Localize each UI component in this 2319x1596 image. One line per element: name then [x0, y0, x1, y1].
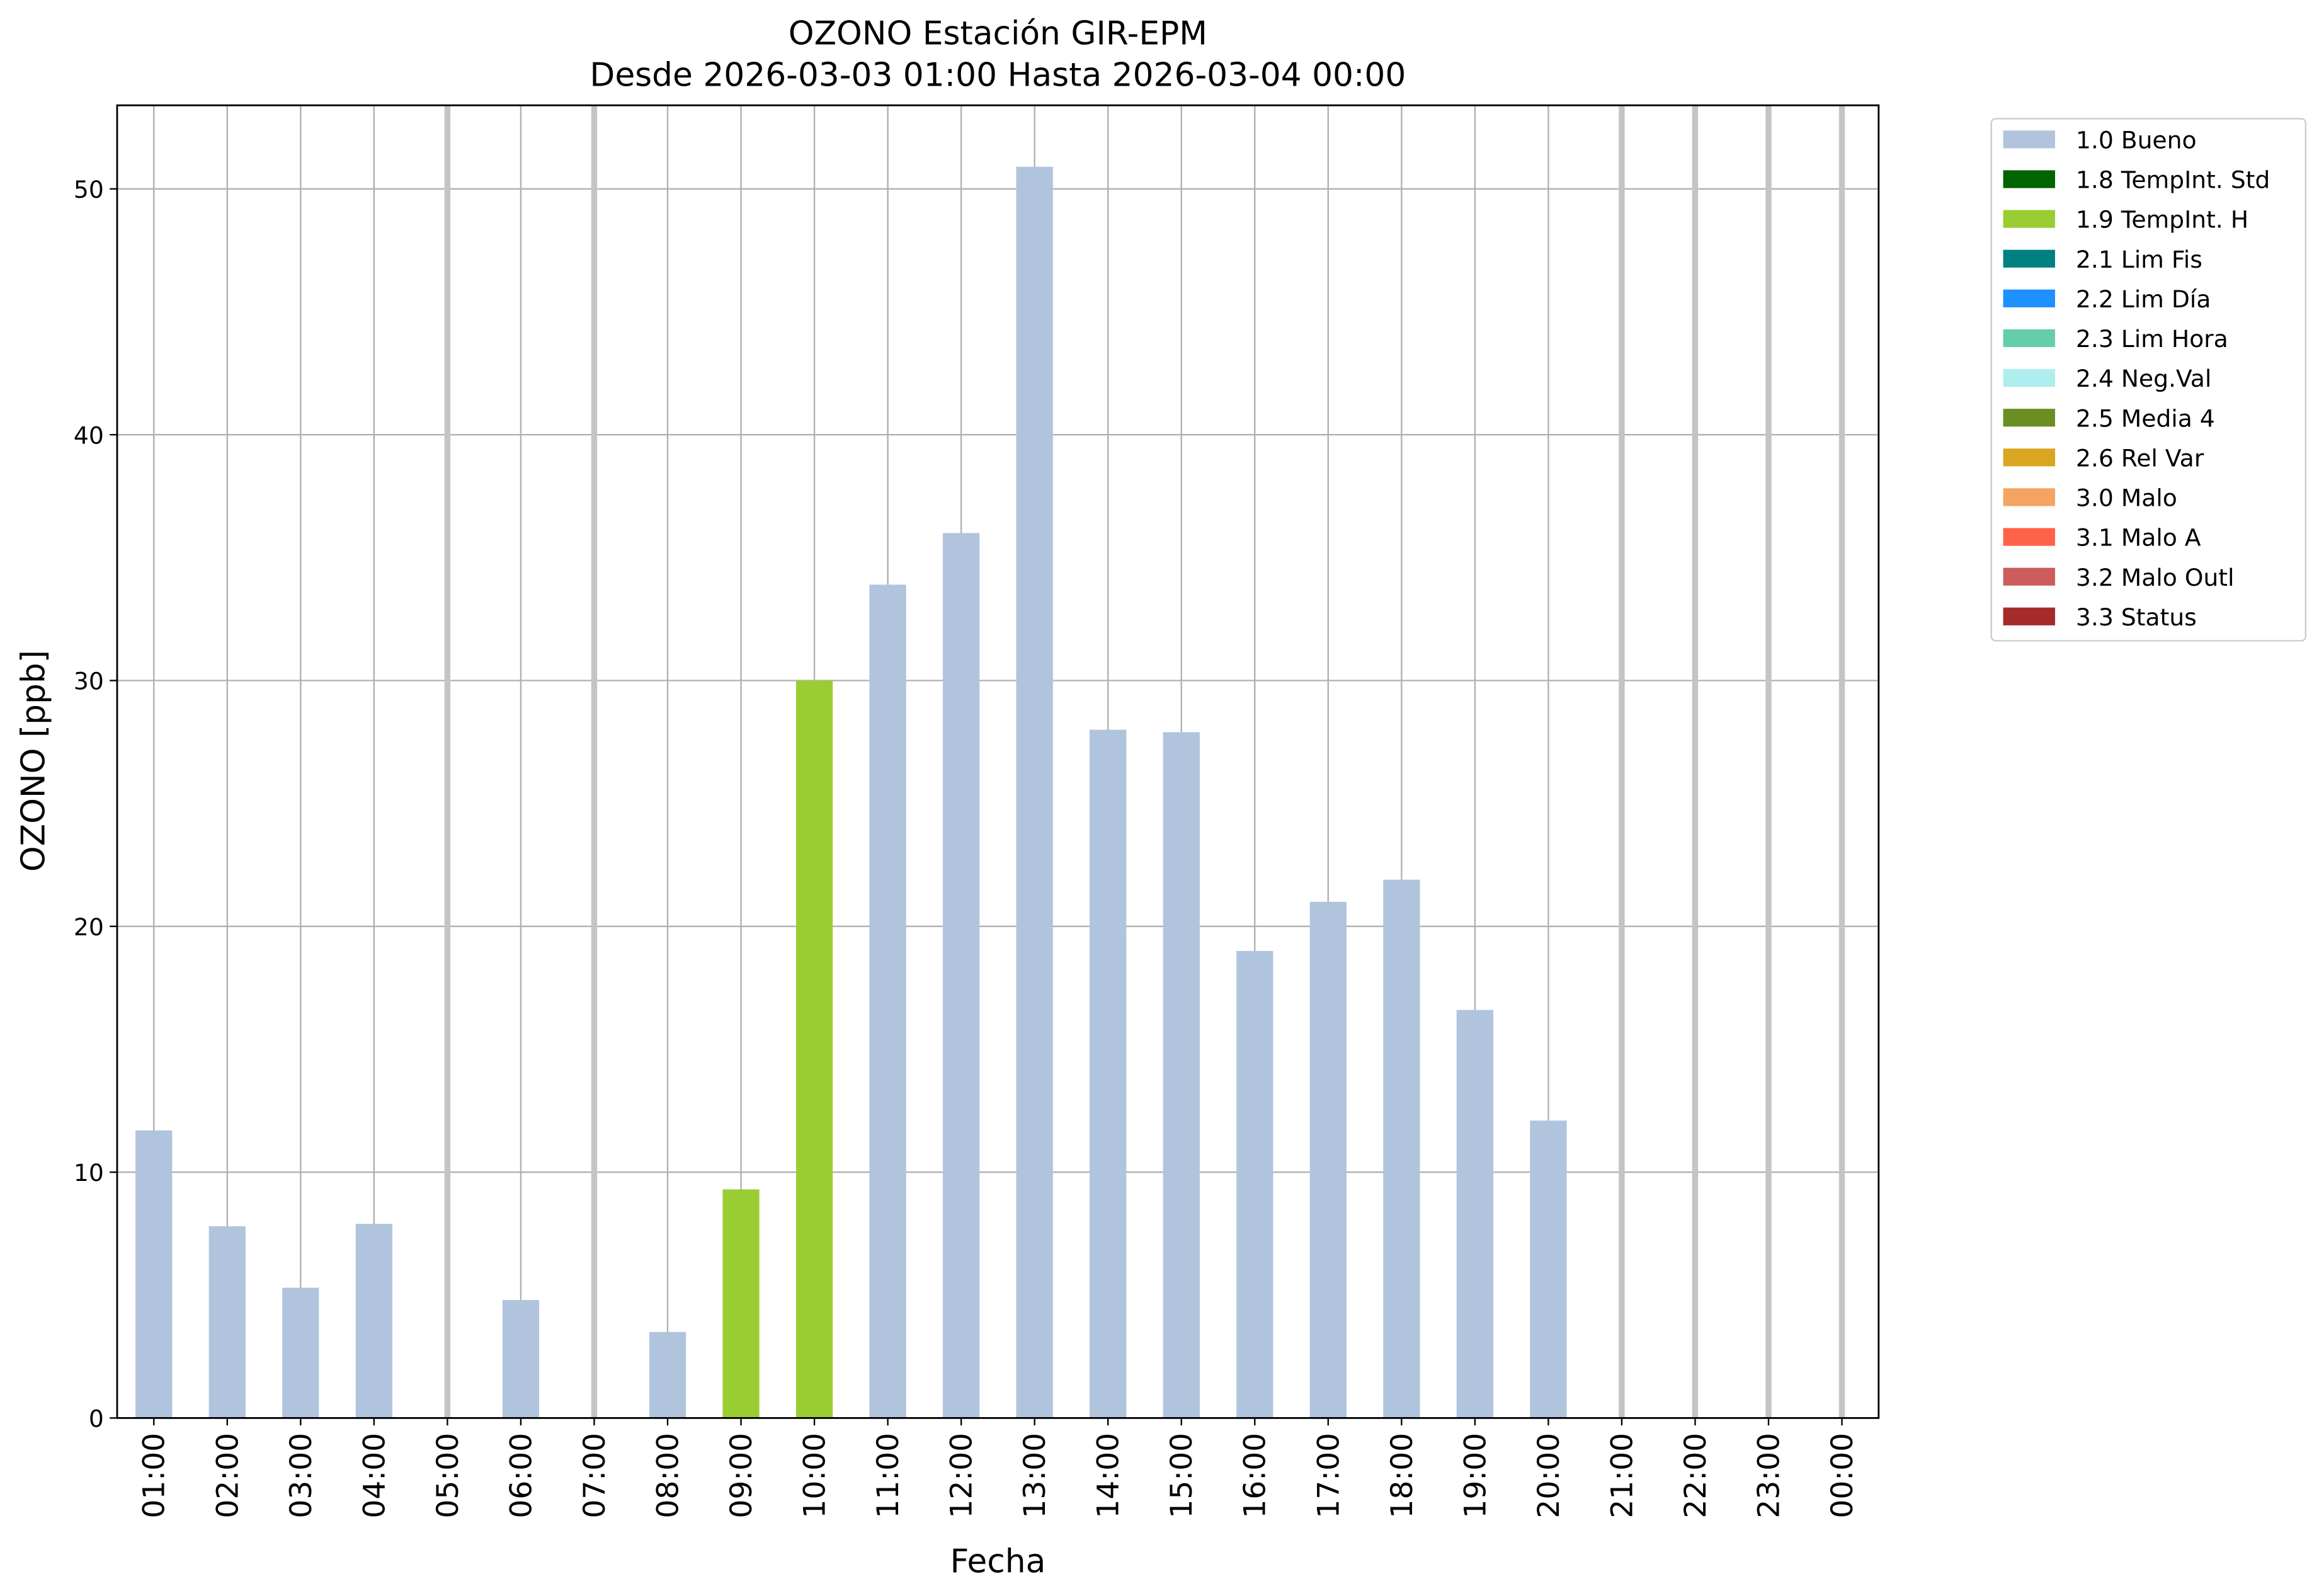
legend-swatch	[2003, 289, 2055, 307]
legend-swatch	[2003, 488, 2055, 506]
x-tick-label: 03:00	[284, 1433, 319, 1519]
legend-swatch	[2003, 130, 2055, 149]
legend-swatch	[2003, 567, 2055, 586]
chart-subtitle: Desde 2026-03-03 01:00 Hasta 2026-03-04 …	[590, 57, 1406, 94]
legend-swatch	[2003, 210, 2055, 228]
bar	[1530, 1120, 1567, 1418]
bar	[1456, 1010, 1493, 1418]
y-tick-label: 50	[74, 176, 104, 203]
x-axis-label: Fecha	[950, 1542, 1046, 1580]
bar	[1090, 729, 1127, 1418]
x-tick-label: 19:00	[1458, 1433, 1493, 1519]
legend-box	[1990, 118, 2306, 642]
x-tick-label: 12:00	[945, 1433, 979, 1519]
chart-title: OZONO Estación GIR-EPM	[789, 15, 1207, 53]
bar	[1236, 950, 1273, 1418]
y-tick-label: 20	[74, 913, 104, 941]
x-tick-label: 14:00	[1091, 1433, 1126, 1519]
bar	[1016, 166, 1053, 1418]
bar	[135, 1130, 173, 1418]
legend-swatch	[2003, 409, 2055, 427]
legend-label: 3.1 Malo A	[2076, 524, 2201, 552]
bar	[208, 1226, 246, 1418]
legend-label: 1.0 Bueno	[2076, 126, 2197, 154]
axes: 0 10 20 30 40 50 01:00 02:00 03:00 04:00 05:00 06:0…	[74, 176, 1860, 1519]
x-tick-label: 00:00	[1825, 1433, 1860, 1519]
bar	[282, 1287, 319, 1418]
x-tick-label: 22:00	[1678, 1433, 1713, 1519]
y-tick-label: 0	[89, 1405, 104, 1433]
y-axis-label: OZONO [ppb]	[15, 650, 53, 872]
legend-label: 2.1 Lim Fis	[2076, 246, 2202, 273]
legend-swatch	[2003, 249, 2055, 268]
legend-label: 2.2 Lim Día	[2076, 285, 2211, 313]
legend-label: 1.9 TempInt. H	[2076, 206, 2248, 234]
y-tick-label: 30	[74, 668, 104, 695]
x-tick-label: 01:00	[137, 1433, 172, 1519]
x-tick-label: 13:00	[1018, 1433, 1052, 1519]
x-tick-label: 05:00	[431, 1433, 465, 1519]
x-tick-label: 07:00	[578, 1433, 612, 1519]
x-tick-label: 18:00	[1385, 1433, 1420, 1519]
legend-label: 2.4 Neg.Val	[2076, 365, 2211, 392]
bar	[722, 1189, 760, 1418]
bar	[1309, 901, 1347, 1418]
bar	[942, 533, 980, 1418]
x-tick-label: 15:00	[1165, 1433, 1199, 1519]
y-tick-label: 40	[74, 421, 104, 449]
legend-swatch	[2003, 607, 2055, 625]
legend-label: 2.5 Media 4	[2076, 404, 2215, 432]
legend-swatch	[2003, 329, 2055, 348]
x-tick-label: 04:00	[357, 1433, 392, 1519]
legend-label: 1.8 TempInt. Std	[2076, 166, 2270, 194]
x-tick-label: 10:00	[798, 1433, 833, 1519]
y-tick-label: 10	[74, 1159, 104, 1187]
x-tick-label: 23:00	[1752, 1433, 1786, 1519]
x-tick-label: 21:00	[1605, 1433, 1639, 1519]
bar	[1383, 879, 1420, 1418]
legend-label: 3.0 Malo	[2076, 484, 2177, 512]
legend-label: 2.3 Lim Hora	[2076, 325, 2228, 353]
plot-frame	[116, 104, 1880, 1419]
x-tick-label: 08:00	[651, 1433, 685, 1519]
legend-swatch	[2003, 528, 2055, 546]
bars	[135, 166, 1567, 1418]
legend-label: 3.2 Malo Outl	[2076, 564, 2235, 591]
x-tick-label: 02:00	[210, 1433, 245, 1519]
bar	[355, 1224, 392, 1418]
x-tick-label: 11:00	[871, 1433, 906, 1519]
x-tick-label: 17:00	[1311, 1433, 1346, 1519]
bar	[649, 1331, 687, 1418]
x-tick-label: 06:00	[504, 1433, 538, 1519]
legend-swatch	[2003, 448, 2055, 467]
bar	[502, 1300, 540, 1418]
x-tick-label: 20:00	[1532, 1433, 1566, 1519]
legend-label: 2.6 Rel Var	[2076, 444, 2204, 472]
legend-label: 3.3 Status	[2076, 603, 2197, 631]
x-tick-label: 16:00	[1238, 1433, 1273, 1519]
bar	[795, 680, 833, 1418]
bar	[869, 584, 906, 1418]
legend-swatch	[2003, 170, 2055, 188]
bar	[1163, 732, 1200, 1418]
legend-swatch	[2003, 368, 2055, 387]
x-tick-label: 09:00	[724, 1433, 759, 1519]
legend: 1.0 Bueno 1.8 TempInt. Std 1.9 TempInt. H 2…	[2003, 126, 2270, 631]
